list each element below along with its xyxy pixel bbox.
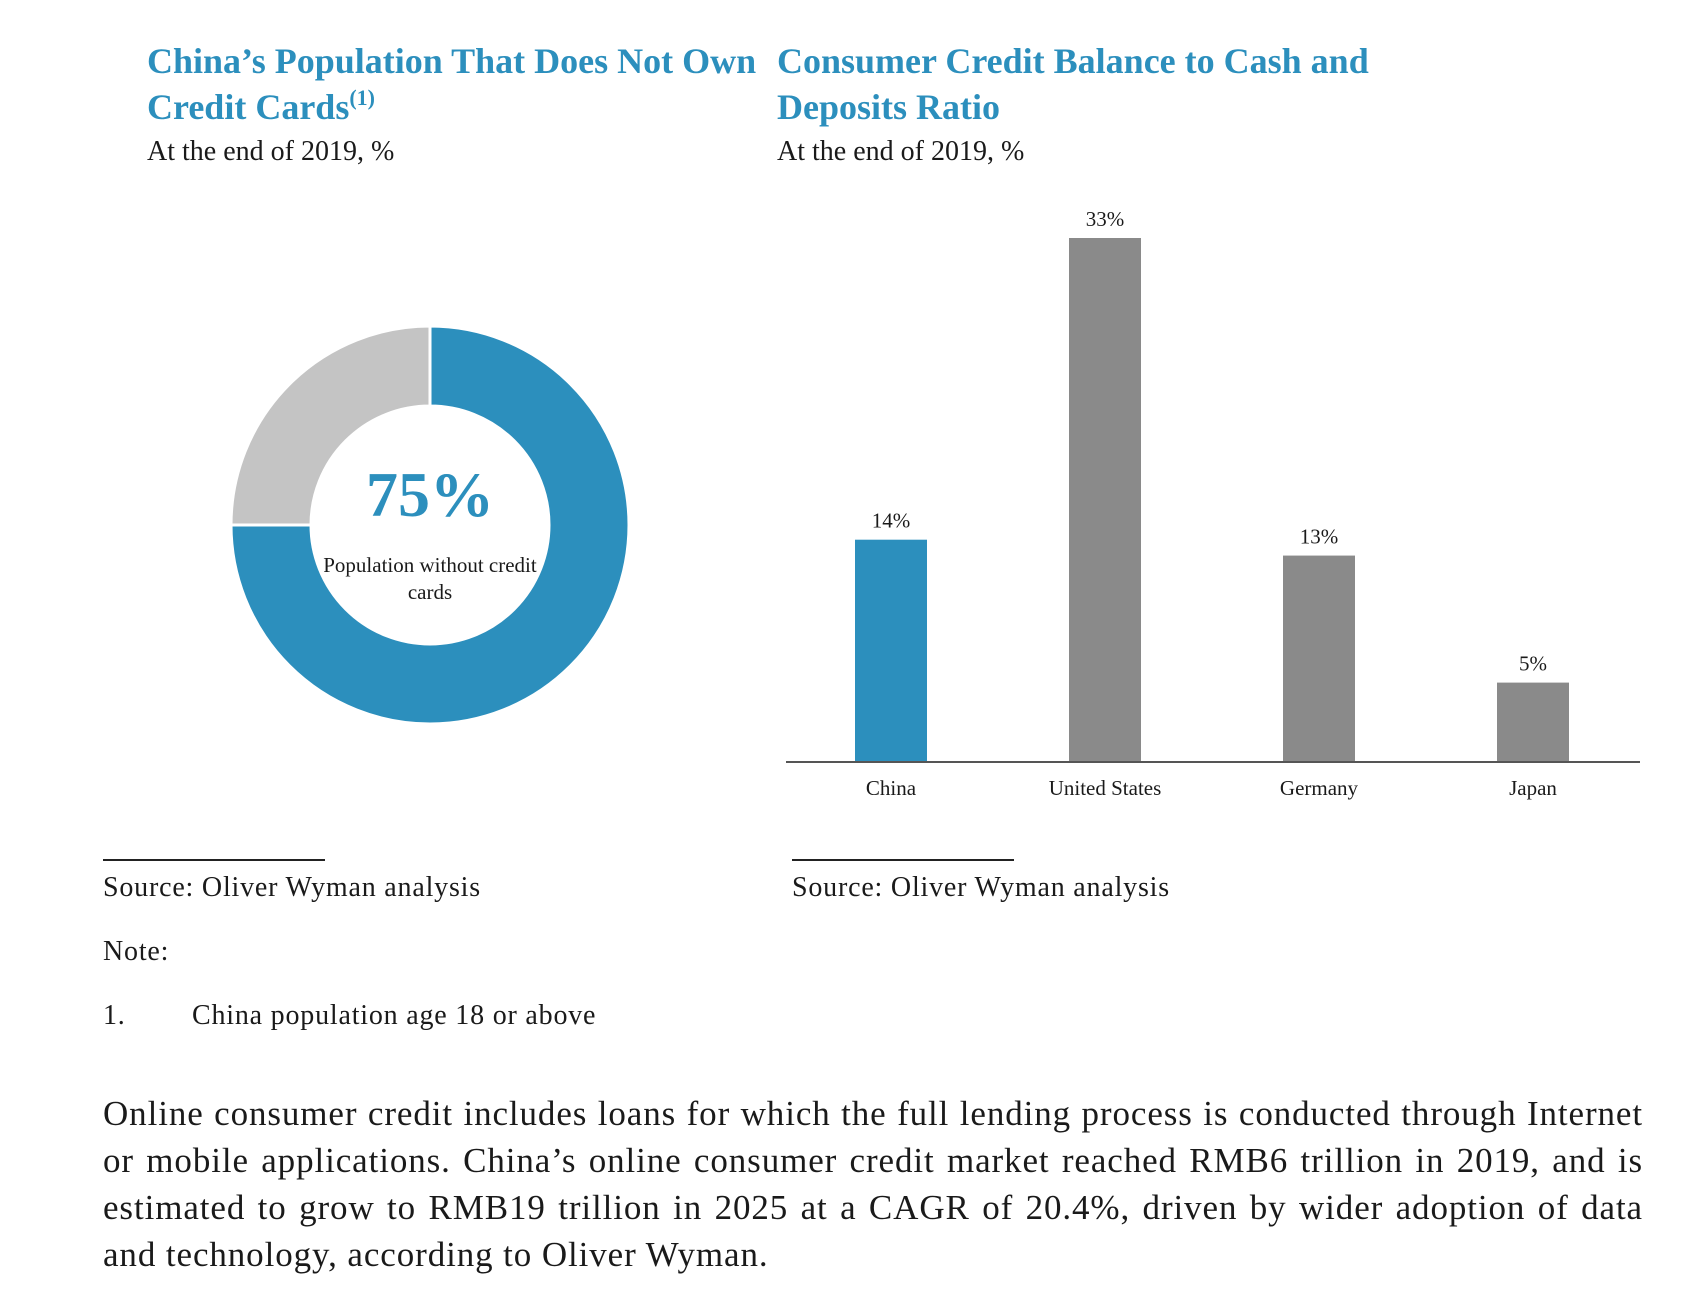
pie-chart-subtitle: At the end of 2019, % <box>147 136 395 167</box>
bar-data-label: 13% <box>1300 525 1339 549</box>
donut-center-value: 75% <box>366 459 494 530</box>
note-label: Note: <box>103 936 170 967</box>
bar-united-states <box>1069 238 1141 762</box>
bar-data-label: 5% <box>1519 652 1547 676</box>
bar-data-label: 33% <box>1086 207 1125 231</box>
donut-slice-1 <box>230 325 432 527</box>
bar-category-label: China <box>866 776 917 800</box>
donut-center-label: Population without credit cards <box>323 553 537 604</box>
bar-category-label: United States <box>1049 776 1162 800</box>
bar-data-label: 14% <box>872 509 911 533</box>
left-source: Source: Oliver Wyman analysis <box>103 872 481 903</box>
right-source: Source: Oliver Wyman analysis <box>792 872 1170 903</box>
bar-category-label: Germany <box>1280 776 1359 800</box>
donut-slice-0 <box>230 325 631 726</box>
bar-china <box>855 539 927 762</box>
note-number: 1. <box>103 1000 126 1031</box>
donut-chart <box>230 325 631 726</box>
bar-chart-subtitle: At the end of 2019, % <box>777 136 1025 167</box>
note-text: China population age 18 or above <box>192 1000 597 1031</box>
bar-germany <box>1283 555 1355 762</box>
bar-japan <box>1497 682 1569 762</box>
right-source-rule <box>792 859 1014 861</box>
bar-category-label: Japan <box>1509 776 1557 800</box>
body-paragraph: Online consumer credit includes loans fo… <box>103 1094 1643 1274</box>
bar-chart-title: Consumer Credit Balance to Cash and Depo… <box>777 41 1369 127</box>
pie-chart-title: China’s Population That Does Not Own Cre… <box>147 41 757 127</box>
bar-chart: 14% China 33% United States 13% Germany 5% Japa… <box>786 207 1640 800</box>
footnote-marker: (1) <box>349 85 375 110</box>
left-source-rule <box>103 859 325 861</box>
